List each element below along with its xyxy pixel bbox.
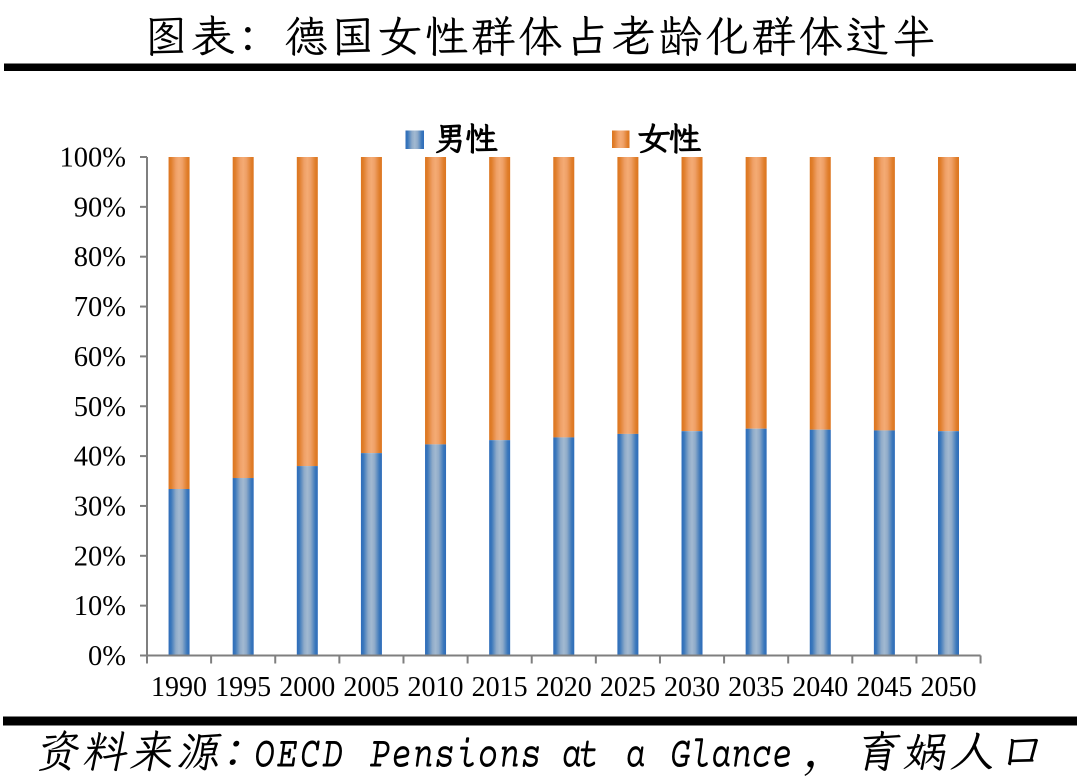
svg-text:1990: 1990 [151,672,207,703]
svg-text:2030: 2030 [664,672,720,703]
svg-text:50%: 50% [74,392,126,423]
svg-text:90%: 90% [74,192,126,223]
svg-text:70%: 70% [74,292,126,323]
svg-text:2005: 2005 [343,672,399,703]
svg-text:2050: 2050 [921,672,977,703]
svg-text:20%: 20% [74,541,126,572]
svg-text:2040: 2040 [792,672,848,703]
svg-text:40%: 40% [74,442,126,473]
svg-text:100%: 100% [60,143,127,174]
svg-text:2045: 2045 [856,672,912,703]
svg-text:2020: 2020 [536,672,592,703]
svg-text:2035: 2035 [728,672,784,703]
svg-text:60%: 60% [74,342,126,373]
svg-text:1995: 1995 [215,672,271,703]
svg-text:2025: 2025 [600,672,656,703]
svg-text:2015: 2015 [472,672,528,703]
svg-text:30%: 30% [74,491,126,522]
svg-text:2010: 2010 [408,672,464,703]
svg-text:80%: 80% [74,242,126,273]
svg-text:2000: 2000 [279,672,335,703]
svg-text:0%: 0% [88,641,126,672]
svg-text:10%: 10% [74,591,126,622]
